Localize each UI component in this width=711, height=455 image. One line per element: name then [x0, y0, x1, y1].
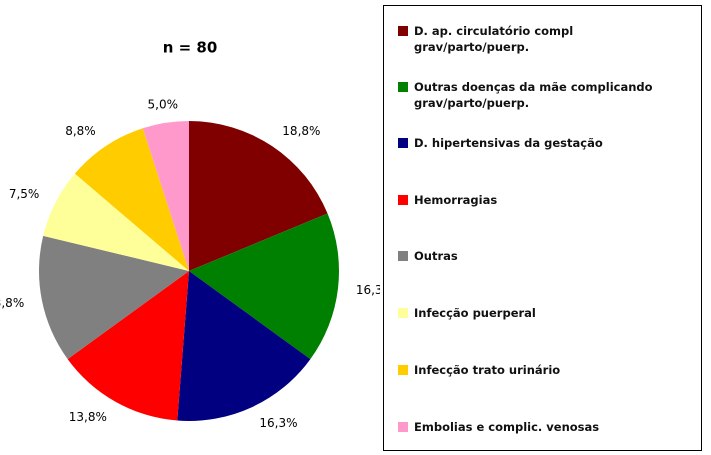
data-label: 16,3% — [356, 283, 380, 297]
legend-label: Infecção trato urinário — [414, 363, 561, 377]
data-label: 13,8% — [0, 296, 24, 310]
legend-swatch — [398, 365, 408, 375]
legend-swatch — [398, 26, 408, 36]
pie-slice — [43, 173, 189, 271]
data-label: 13,8% — [69, 410, 107, 424]
legend-swatch — [398, 82, 408, 92]
legend-item: Embolias e complic. venosas — [398, 419, 688, 435]
chart-title: n = 80 — [163, 39, 218, 57]
legend-label: D. hipertensivas da gestação — [414, 136, 603, 150]
legend-item: Infecção puerperal — [398, 305, 688, 321]
legend-label: Infecção puerperal — [414, 306, 536, 320]
data-label: 8,8% — [65, 124, 96, 138]
pie-slice — [74, 128, 189, 271]
pie-slice — [142, 121, 189, 271]
legend-label: Embolias e complic. venosas — [414, 420, 600, 434]
data-label: 16,3% — [259, 416, 297, 430]
data-label: 7,5% — [9, 187, 40, 201]
chart: n = 80 18,8% 16,3% 16,3% 13,8% 13,8% 7,5% 8,8%… — [0, 39, 380, 431]
legend-item: D. hipertensivas da gestação — [398, 135, 688, 151]
legend-swatch — [398, 251, 408, 261]
pie-slice — [38, 235, 189, 360]
legend-label: Hemorragias — [414, 193, 498, 207]
legend-item: Infecção trato urinário — [398, 362, 688, 378]
pie-slice — [67, 271, 189, 421]
pie-slice — [189, 121, 328, 271]
legend-swatch — [398, 308, 408, 318]
pie-slice — [177, 271, 311, 421]
legend-item: Outras — [398, 248, 688, 264]
pie-slice — [189, 213, 340, 360]
legend-swatch — [398, 138, 408, 148]
legend-item: Hemorragias — [398, 192, 688, 208]
legend-label: Outras doenças da mãe complicando grav/p… — [414, 80, 653, 110]
data-label: 5,0% — [148, 98, 179, 112]
legend-item: Outras doenças da mãe complicando grav/p… — [398, 79, 688, 111]
legend-label: Outras — [414, 249, 458, 263]
legend-label: D. ap. circulatório compl grav/parto/pue… — [414, 24, 574, 54]
legend: D. ap. circulatório compl grav/parto/pue… — [383, 5, 702, 451]
data-label: 18,8% — [282, 124, 320, 138]
legend-swatch — [398, 195, 408, 205]
legend-swatch — [398, 422, 408, 432]
legend-item: D. ap. circulatório compl grav/parto/pue… — [398, 23, 688, 55]
